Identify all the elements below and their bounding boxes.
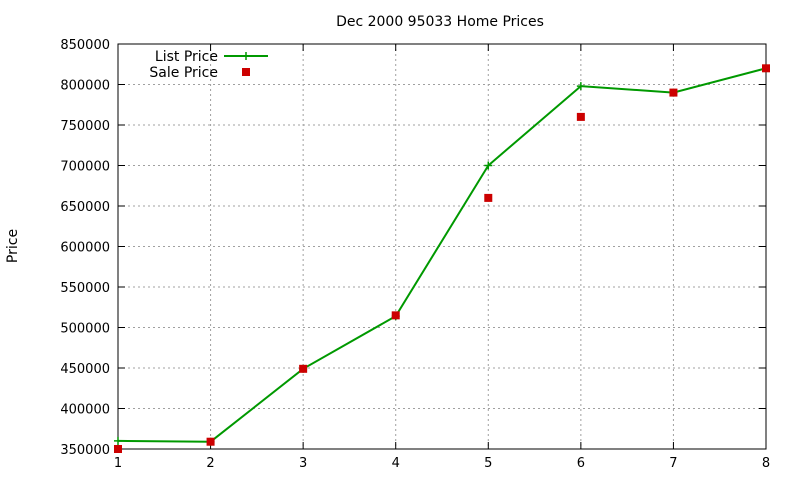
legend-swatch-marker [242,68,250,76]
x-tick-label: 4 [392,456,400,471]
grid-lines [118,44,766,449]
y-tick-label: 500000 [60,322,110,337]
sale-price-point [391,311,400,320]
series-layer [114,64,770,453]
x-tick-label: 8 [762,456,770,471]
sale-price-point [669,88,678,97]
list-price-line [117,67,767,443]
y-tick-label: 450000 [60,362,110,377]
y-tick-label: 550000 [60,281,110,296]
list-price-point [576,82,585,91]
y-tick-label: 350000 [60,443,110,458]
chart-title: Dec 2000 95033 Home Prices [336,14,544,30]
legend-swatch-marker [242,52,250,60]
sale-price-point [206,437,215,446]
y-tick-label: 750000 [60,119,110,134]
sale-price-point [114,445,122,453]
x-tick-label: 2 [206,456,214,471]
sale-price-point [576,112,585,121]
y-tick-label: 700000 [60,160,110,175]
series-sale-price [114,64,770,453]
legend-label: List Price [155,49,218,65]
x-tick-label: 5 [484,456,492,471]
sale-price-point [762,64,770,73]
y-axis-label: Price [5,229,21,263]
sale-price-point [299,364,308,373]
series-list-price [114,64,770,446]
x-tick-label: 7 [669,456,677,471]
y-tick-label: 400000 [60,403,110,418]
list-price-point [484,161,493,170]
axis-ticks: 350000 400000 450000 500000 550000 600000 6500… [60,38,770,471]
y-tick-label: 650000 [60,200,110,215]
legend-label: Sale Price [149,65,218,81]
x-tick-label: 1 [114,456,122,471]
list-price-point [114,436,122,445]
x-tick-label: 6 [577,456,585,471]
y-tick-label: 800000 [60,79,110,94]
sale-price-point [484,193,493,202]
x-tick-label: 3 [299,456,307,471]
y-tick-label: 600000 [60,241,110,256]
y-tick-label: 850000 [60,38,110,53]
